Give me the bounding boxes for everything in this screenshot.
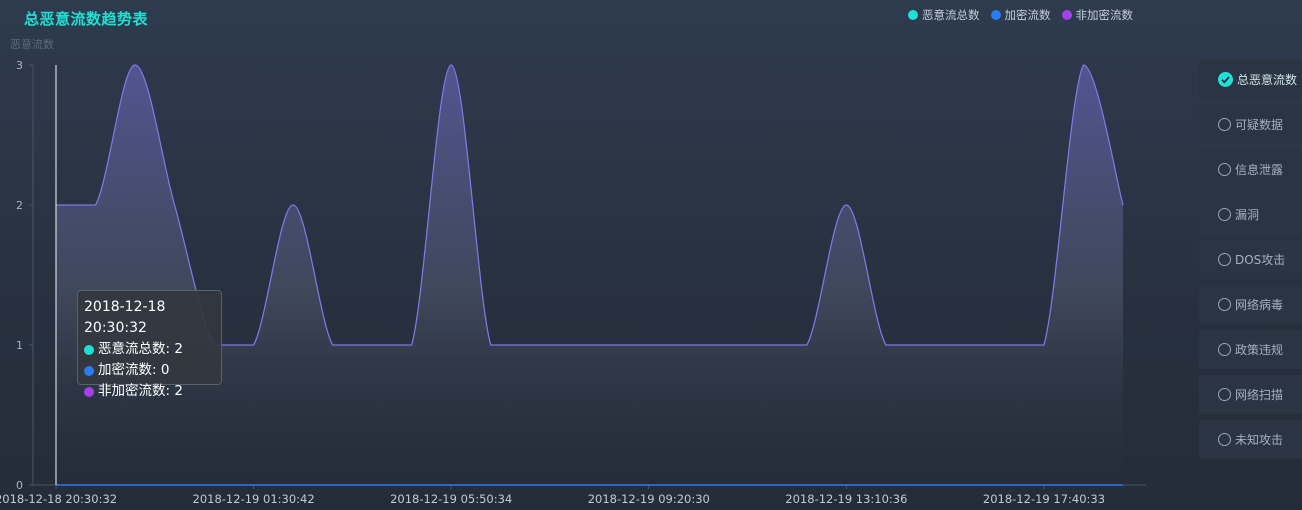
x-tick-label: 2018-12-19 17:40:33 bbox=[983, 492, 1105, 506]
tooltip-row-total: 恶意流总数: 2 bbox=[84, 339, 215, 360]
x-tick-label: 2018-12-18 20:30:32 bbox=[0, 492, 117, 506]
tooltip-row-unencrypted: 非加密流数: 2 bbox=[84, 381, 215, 402]
chart-tooltip: 2018-12-18 20:30:32 恶意流总数: 2 加密流数: 0 非加密… bbox=[77, 290, 222, 399]
tooltip-row-label: 加密流数: 0 bbox=[98, 362, 170, 378]
series-area-total bbox=[56, 65, 1123, 485]
radio-circle-icon bbox=[1218, 163, 1231, 176]
sidebar-item-label: 信息泄露 bbox=[1235, 163, 1284, 177]
tooltip-row-encrypted: 加密流数: 0 bbox=[84, 360, 215, 381]
category-sidebar: 总恶意流数 可疑数据 信息泄露 漏洞 DOS攻击 网络病毒 政策违规 网络扫描 … bbox=[1199, 60, 1302, 465]
sidebar-item-label: 总恶意流数 bbox=[1237, 73, 1298, 87]
chart-legend: 恶意流总数 加密流数 非加密流数 bbox=[908, 7, 1133, 23]
x-tick-label: 2018-12-19 09:20:30 bbox=[588, 492, 710, 506]
radio-circle-icon bbox=[1218, 388, 1231, 401]
radio-circle-icon bbox=[1218, 433, 1231, 446]
radio-circle-icon bbox=[1218, 253, 1231, 266]
chart-title: 总恶意流数趋势表 bbox=[24, 10, 149, 28]
tooltip-dot-icon bbox=[84, 386, 94, 397]
legend-item-total[interactable]: 恶意流总数 bbox=[908, 7, 980, 23]
tooltip-dot-icon bbox=[84, 365, 94, 376]
radio-circle-icon bbox=[1218, 208, 1231, 221]
legend-dot-icon bbox=[908, 10, 918, 20]
x-tick-label: 2018-12-19 01:30:42 bbox=[193, 492, 315, 506]
sidebar-item-label: 漏洞 bbox=[1235, 208, 1260, 222]
sidebar-item-network-scan[interactable]: 网络扫描 bbox=[1199, 375, 1302, 414]
x-tick-label: 2018-12-19 05:50:34 bbox=[390, 492, 512, 506]
tooltip-dot-icon bbox=[84, 344, 94, 355]
sidebar-item-unknown-attack[interactable]: 未知攻击 bbox=[1199, 420, 1302, 459]
y-tick-label: 0 bbox=[16, 479, 23, 492]
tooltip-row-label: 非加密流数: 2 bbox=[98, 383, 183, 399]
legend-label: 非加密流数 bbox=[1075, 8, 1134, 22]
legend-item-encrypted[interactable]: 加密流数 bbox=[990, 7, 1051, 23]
legend-label: 加密流数 bbox=[1004, 8, 1051, 22]
sidebar-item-total-malicious[interactable]: 总恶意流数 bbox=[1199, 60, 1302, 99]
sidebar-item-network-virus[interactable]: 网络病毒 bbox=[1199, 285, 1302, 324]
sidebar-item-label: DOS攻击 bbox=[1235, 253, 1286, 267]
sidebar-item-label: 网络扫描 bbox=[1235, 388, 1284, 402]
y-axis-label: 恶意流数 bbox=[10, 38, 54, 51]
sidebar-item-label: 政策违规 bbox=[1235, 343, 1284, 357]
trend-chart: 0 1 2 3 2018-12-18 20:30:32 2018-12-19 01:30:… bbox=[0, 59, 1146, 506]
tooltip-time: 2018-12-18 20:30:32 bbox=[84, 299, 166, 336]
sidebar-item-info-leak[interactable]: 信息泄露 bbox=[1199, 150, 1302, 189]
legend-dot-icon bbox=[1061, 10, 1072, 20]
tooltip-row-label: 恶意流总数: 2 bbox=[98, 341, 183, 357]
y-tick-label: 3 bbox=[16, 59, 23, 72]
radio-circle-icon bbox=[1218, 298, 1231, 311]
sidebar-item-label: 网络病毒 bbox=[1235, 298, 1284, 312]
y-tick-label: 1 bbox=[16, 339, 23, 352]
x-tick-label: 2018-12-19 13:10:36 bbox=[785, 492, 907, 506]
check-circle-icon bbox=[1218, 72, 1233, 87]
sidebar-item-label: 可疑数据 bbox=[1235, 118, 1284, 132]
sidebar-item-label: 未知攻击 bbox=[1235, 433, 1284, 447]
legend-label: 恶意流总数 bbox=[922, 8, 980, 22]
radio-circle-icon bbox=[1218, 118, 1231, 131]
sidebar-item-policy-violation[interactable]: 政策违规 bbox=[1199, 330, 1302, 369]
legend-item-unencrypted[interactable]: 非加密流数 bbox=[1061, 7, 1134, 23]
legend-dot-icon bbox=[990, 10, 1001, 20]
sidebar-item-dos-attack[interactable]: DOS攻击 bbox=[1199, 240, 1302, 279]
y-tick-label: 2 bbox=[16, 199, 23, 212]
radio-circle-icon bbox=[1218, 343, 1231, 356]
sidebar-item-vulnerability[interactable]: 漏洞 bbox=[1199, 195, 1302, 234]
sidebar-item-suspicious-data[interactable]: 可疑数据 bbox=[1199, 105, 1302, 144]
